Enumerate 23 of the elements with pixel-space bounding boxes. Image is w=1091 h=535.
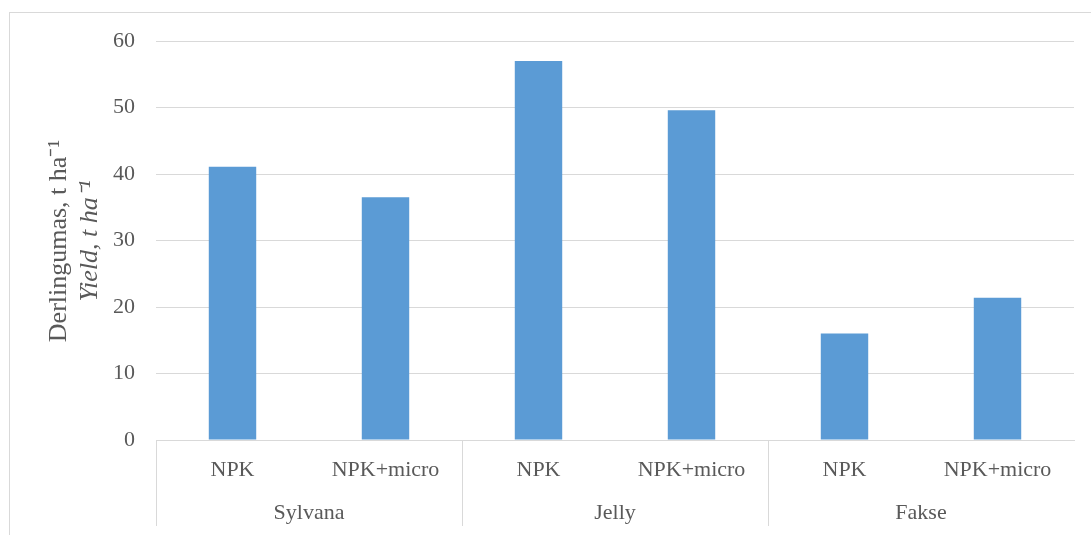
x-tick-label: NPK+micro [943, 455, 1052, 481]
x-tick-label: NPK [210, 455, 255, 481]
y-tick-label: 30 [113, 226, 135, 252]
bar [361, 197, 410, 440]
text: Jelly [594, 498, 636, 524]
bar [973, 297, 1022, 440]
bar [514, 60, 563, 440]
bar [820, 333, 869, 440]
x-tick-label: NPK+micro [331, 455, 440, 481]
x-tick-label: NPK [822, 455, 867, 481]
y-tick-label: 50 [113, 93, 135, 119]
x-tick-label: NPK [516, 455, 561, 481]
bar [208, 166, 257, 440]
text: Sylvana [273, 498, 345, 524]
bar [667, 110, 716, 440]
x-tick-label: NPK+micro [637, 455, 746, 481]
y-tick-label: 60 [113, 26, 135, 52]
y-tick-label: 0 [124, 425, 135, 451]
y-tick-label: 40 [113, 159, 135, 185]
text: Fakse [895, 498, 947, 524]
y-axis-title: Derlingumas, t ha⁻¹ Yield, t ha⁻¹ [42, 139, 104, 342]
y-tick-label: 10 [113, 359, 135, 385]
y-tick-label: 20 [113, 292, 135, 318]
